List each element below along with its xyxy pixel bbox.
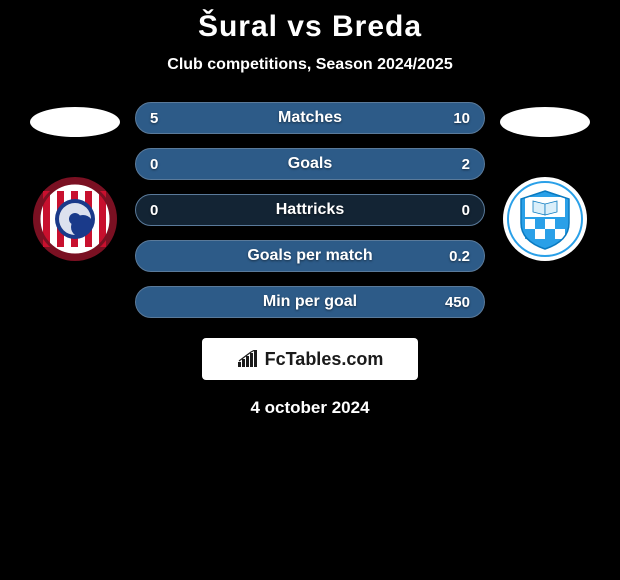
stat-label: Min per goal bbox=[136, 293, 484, 311]
right-side bbox=[495, 102, 595, 261]
left-side bbox=[25, 102, 125, 261]
stat-row-goals: 0Goals2 bbox=[135, 148, 485, 180]
branding-badge[interactable]: FcTables.com bbox=[202, 338, 418, 380]
stat-left-value: 0 bbox=[150, 156, 158, 173]
stat-right-value: 2 bbox=[462, 156, 470, 173]
stat-right-value: 450 bbox=[445, 294, 470, 311]
chart-icon bbox=[237, 350, 259, 368]
stat-row-goals-per-match: Goals per match0.2 bbox=[135, 240, 485, 272]
comparison-card: Šural vs Breda Club competitions, Season… bbox=[0, 0, 620, 418]
stat-right-value: 0.2 bbox=[449, 248, 470, 265]
stat-left-value: 5 bbox=[150, 110, 158, 127]
stat-label: Goals bbox=[136, 155, 484, 173]
stat-right-value: 0 bbox=[462, 202, 470, 219]
left-team-crest bbox=[33, 177, 117, 261]
left-ellipse bbox=[30, 107, 120, 137]
date-label: 4 october 2024 bbox=[250, 398, 369, 418]
page-subtitle: Club competitions, Season 2024/2025 bbox=[167, 56, 452, 74]
right-team-crest bbox=[503, 177, 587, 261]
stats-column: 5Matches100Goals20Hattricks0Goals per ma… bbox=[135, 102, 485, 318]
stat-label: Matches bbox=[136, 109, 484, 127]
page-title: Šural vs Breda bbox=[198, 10, 422, 44]
stat-row-matches: 5Matches10 bbox=[135, 102, 485, 134]
stat-left-value: 0 bbox=[150, 202, 158, 219]
stat-label: Goals per match bbox=[136, 247, 484, 265]
main-row: 5Matches100Goals20Hattricks0Goals per ma… bbox=[0, 102, 620, 318]
stat-row-hattricks: 0Hattricks0 bbox=[135, 194, 485, 226]
stat-row-min-per-goal: Min per goal450 bbox=[135, 286, 485, 318]
stat-right-value: 10 bbox=[453, 110, 470, 127]
stat-label: Hattricks bbox=[136, 201, 484, 219]
branding-text: FcTables.com bbox=[265, 349, 384, 370]
right-ellipse bbox=[500, 107, 590, 137]
